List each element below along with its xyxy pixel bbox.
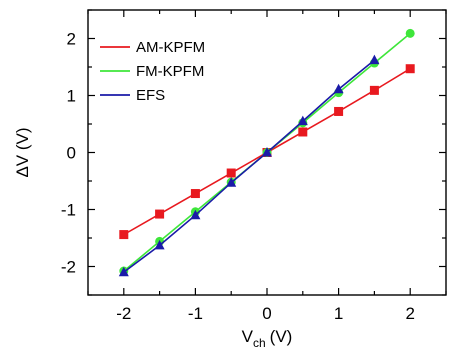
data-point	[334, 106, 344, 116]
data-point	[333, 83, 344, 94]
data-point	[405, 28, 415, 38]
data-point	[118, 266, 129, 277]
x-tick-label: -1	[188, 304, 203, 323]
legend-label: EFS	[136, 87, 165, 104]
x-axis-label-unit: (V)	[270, 327, 293, 346]
x-tick-label: 1	[334, 304, 343, 323]
series-efs	[118, 54, 380, 277]
data-point	[190, 189, 200, 199]
x-tick-label: -2	[116, 304, 131, 323]
data-point	[190, 209, 201, 220]
axes-group: -2 -1 0 1 2 -2 -1 0 1 2	[61, 9, 447, 323]
x-axis-label-main: V	[242, 327, 254, 346]
data-point	[298, 127, 308, 137]
y-tick-label: -2	[61, 258, 76, 277]
data-point	[119, 230, 129, 240]
legend-label: AM-KPFM	[136, 39, 205, 56]
y-tick-label: -1	[61, 201, 76, 220]
y-tick-label: 0	[67, 144, 76, 163]
y-tick-label: 1	[67, 87, 76, 106]
x-axis-label-sub: ch	[253, 336, 266, 350]
x-axis-label: Vch (V)	[242, 327, 293, 350]
data-point	[154, 239, 165, 250]
x-tick-label: 2	[405, 304, 414, 323]
data-point	[262, 147, 272, 157]
series-line	[123, 59, 375, 273]
y-axis-label: ΔV (V)	[13, 127, 32, 177]
data-point	[226, 168, 236, 178]
data-point	[226, 177, 237, 187]
data-point	[369, 54, 380, 65]
legend-label: FM-KPFM	[136, 63, 204, 80]
y-tick-label: 2	[67, 30, 76, 49]
data-point	[155, 209, 165, 219]
data-point	[405, 64, 415, 74]
legend: AM-KPFM FM-KPFM EFS	[100, 39, 205, 104]
data-point	[297, 115, 308, 126]
x-tick-label: 0	[262, 304, 271, 323]
series-layer	[118, 28, 415, 277]
data-point	[369, 85, 379, 95]
